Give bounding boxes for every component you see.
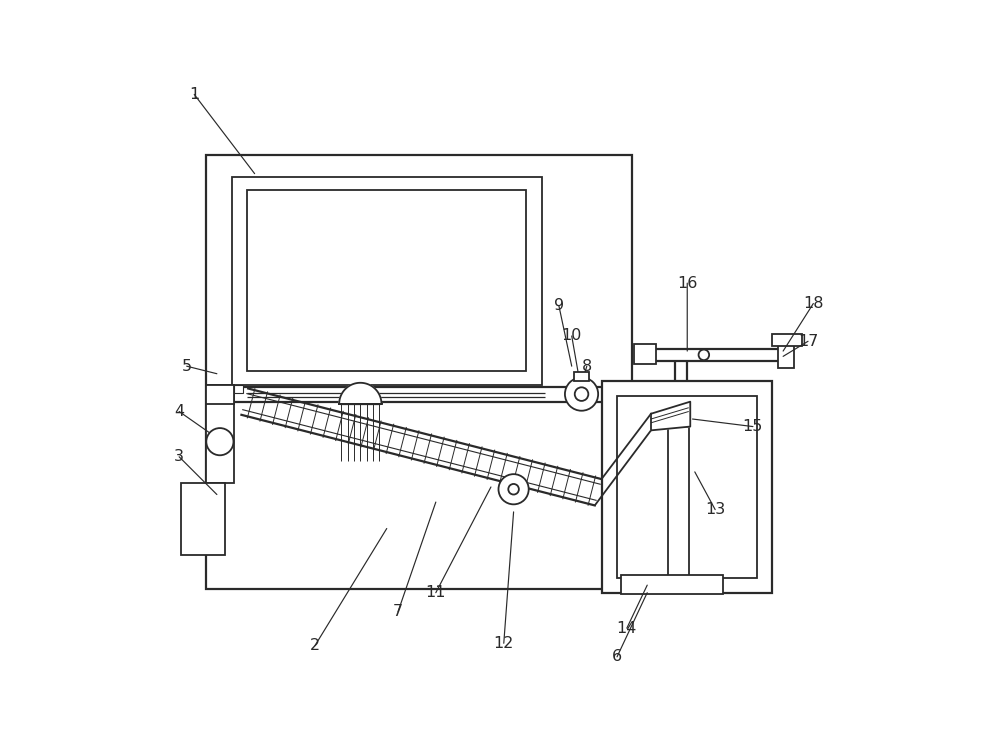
Bar bbox=[247, 190, 526, 371]
Bar bbox=[574, 372, 589, 381]
Text: 9: 9 bbox=[554, 298, 564, 313]
Text: 2: 2 bbox=[310, 638, 320, 653]
Bar bbox=[772, 334, 802, 346]
Circle shape bbox=[206, 428, 233, 455]
Polygon shape bbox=[651, 402, 690, 430]
Bar bbox=[778, 337, 794, 368]
Text: 7: 7 bbox=[393, 604, 403, 619]
Circle shape bbox=[508, 484, 519, 495]
Text: 4: 4 bbox=[174, 404, 184, 419]
Text: 5: 5 bbox=[182, 359, 192, 374]
Text: 14: 14 bbox=[617, 621, 637, 636]
Text: 13: 13 bbox=[705, 502, 725, 517]
Text: 6: 6 bbox=[612, 649, 622, 664]
Text: 16: 16 bbox=[677, 276, 697, 291]
Bar bbox=[234, 385, 243, 393]
Text: 15: 15 bbox=[743, 419, 763, 434]
Text: 18: 18 bbox=[803, 296, 824, 311]
Bar bbox=[206, 385, 234, 483]
Text: 11: 11 bbox=[426, 585, 446, 600]
Circle shape bbox=[498, 474, 529, 504]
Polygon shape bbox=[339, 383, 381, 404]
Text: 3: 3 bbox=[174, 449, 184, 464]
Bar bbox=[668, 427, 689, 578]
Text: 12: 12 bbox=[494, 636, 514, 651]
Text: 8: 8 bbox=[582, 359, 592, 374]
Bar bbox=[232, 177, 542, 385]
Bar bbox=[602, 381, 772, 593]
Bar bbox=[181, 483, 225, 555]
Text: 1: 1 bbox=[189, 87, 199, 102]
Bar bbox=[206, 155, 632, 589]
Circle shape bbox=[699, 350, 709, 360]
Bar bbox=[206, 385, 234, 404]
Text: 10: 10 bbox=[562, 328, 582, 344]
Bar bbox=[617, 396, 757, 578]
Circle shape bbox=[575, 387, 588, 401]
Bar bbox=[634, 344, 656, 364]
Bar bbox=[621, 575, 723, 594]
Text: 17: 17 bbox=[798, 334, 818, 349]
Circle shape bbox=[565, 378, 598, 411]
